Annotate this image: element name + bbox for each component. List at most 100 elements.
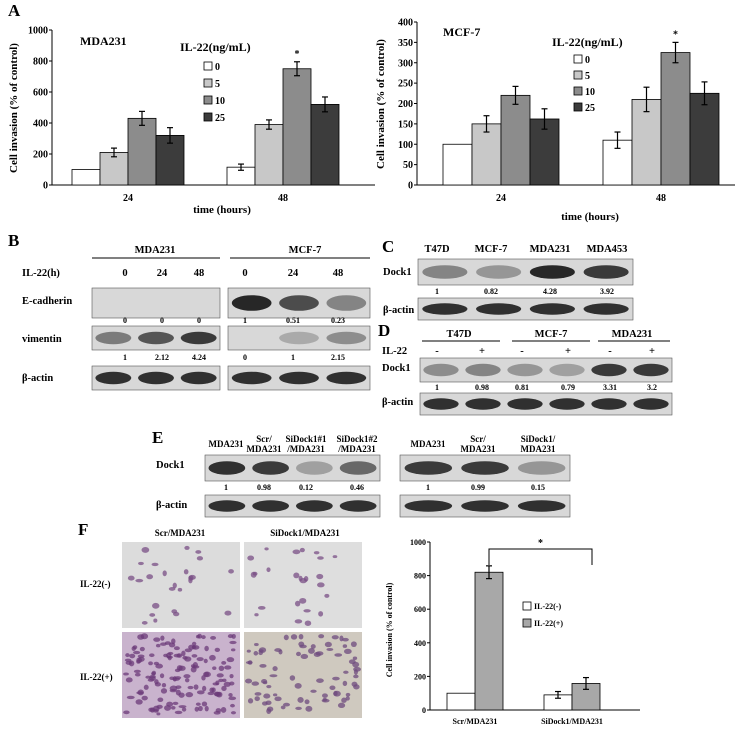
blot-ecadherin-mda231 xyxy=(91,287,221,319)
y-tick-label: 400 xyxy=(398,18,413,29)
stained-cell xyxy=(163,653,169,658)
stained-cell xyxy=(184,545,190,550)
treatment-sign: - xyxy=(435,346,439,357)
stained-cell xyxy=(283,702,290,707)
western-blots xyxy=(417,258,634,321)
blot-band xyxy=(583,303,629,315)
stained-cell xyxy=(228,696,237,701)
panel-label-c: C xyxy=(382,237,394,256)
stained-cell xyxy=(337,702,346,708)
stained-cell xyxy=(322,697,327,702)
blot-band xyxy=(296,461,333,475)
x-tick-label: 48 xyxy=(656,193,666,204)
significance-star: * xyxy=(673,29,678,40)
western-blots xyxy=(204,454,571,518)
stained-cell xyxy=(209,654,216,661)
stained-cell xyxy=(138,561,144,566)
legend-label: 25 xyxy=(215,113,225,124)
y-tick-label: 250 xyxy=(398,79,413,90)
stained-cell xyxy=(201,635,206,640)
cell-line-label: T47D xyxy=(424,244,450,255)
stained-cell xyxy=(191,641,197,646)
bracket xyxy=(488,548,593,565)
stained-cell xyxy=(123,672,129,676)
timepoint-label: 24 xyxy=(157,268,168,279)
dock1-value: 0.46 xyxy=(350,483,364,492)
blot-band xyxy=(326,295,367,311)
x-tick-label: SiDock1/MDA231 xyxy=(541,717,603,726)
dock1-value: 3.31 xyxy=(603,383,617,392)
legend-swatch xyxy=(203,61,213,71)
row-label-dock1: Dock1 xyxy=(383,267,412,278)
cell-line-label: MCF-7 xyxy=(475,244,508,255)
stained-cell xyxy=(135,699,143,705)
bar-24-5 xyxy=(99,152,129,186)
column-title-sidock1: SiDock1/MDA231 xyxy=(270,528,340,538)
y-tick-label: 600 xyxy=(33,88,48,99)
blot-band xyxy=(529,303,575,315)
row-label-beta-actin: β-actin xyxy=(156,500,187,511)
blot-band xyxy=(404,461,453,475)
stained-cell xyxy=(254,692,262,696)
cell-line-labels: T47D MCF-7 MDA231 MDA453 xyxy=(424,244,627,255)
lane-label: Scr/ xyxy=(470,434,486,444)
bar-48-10 xyxy=(282,68,312,186)
stained-cell xyxy=(204,705,209,712)
ecadherin-value: 0 xyxy=(160,316,164,325)
stained-cell xyxy=(185,692,194,698)
blot-band xyxy=(231,295,272,311)
stained-cell xyxy=(293,572,300,579)
stained-cell xyxy=(135,578,144,583)
bar-24-10 xyxy=(500,94,531,186)
y-tick-label: 350 xyxy=(398,38,413,49)
stained-cell xyxy=(160,642,167,646)
treatment-signs: - + - + - + xyxy=(435,346,655,357)
lane-label: Scr/ xyxy=(256,434,272,444)
lane-label: /MDA231 xyxy=(337,444,376,454)
blot-band xyxy=(461,461,509,475)
stained-cell xyxy=(151,562,159,567)
panel-b: B MDA231 MCF-7 IL-22(h) 0 24 48 0 24 48 E-cad… xyxy=(8,231,371,391)
stained-cell xyxy=(210,635,217,640)
chart-dock1-invasion: 0 200 400 600 800 1000 Cell invasion (% of co… xyxy=(385,538,640,726)
stained-cell xyxy=(316,678,324,683)
y-tick-label: 200 xyxy=(33,150,48,161)
stained-cell xyxy=(137,654,145,658)
stained-cell xyxy=(187,685,194,690)
dock1-quantification: 1 0.98 0.12 0.46 1 0.99 0.15 xyxy=(224,483,545,492)
stained-cell xyxy=(196,690,205,695)
stained-cell xyxy=(352,656,358,661)
cell-line-mda231: MDA231 xyxy=(135,245,176,256)
stained-cell xyxy=(173,646,180,651)
stained-cell xyxy=(137,689,144,696)
stained-cell xyxy=(141,546,150,553)
y-tick-label: 1000 xyxy=(28,26,48,37)
stained-cell xyxy=(177,587,183,592)
stained-cell xyxy=(261,701,268,706)
stained-cell xyxy=(161,683,167,688)
stained-cell xyxy=(218,678,224,683)
stained-cell xyxy=(342,680,348,687)
row-label-beta-actin: β-actin xyxy=(383,305,414,316)
stained-cell xyxy=(303,609,311,613)
lane-label: MDA231 xyxy=(461,444,496,454)
stained-cell xyxy=(295,706,302,711)
stained-cell xyxy=(222,678,227,683)
stained-cell xyxy=(168,587,176,591)
legend-label: IL-22(+) xyxy=(534,619,563,628)
stained-cell xyxy=(202,685,207,692)
stained-cell xyxy=(342,637,349,642)
stained-cell xyxy=(196,657,204,662)
stained-cell xyxy=(308,648,315,654)
bar-series xyxy=(446,565,601,711)
row-label-ecadherin: E-cadherin xyxy=(22,296,72,307)
blot-actin xyxy=(417,297,634,321)
bar-48-25 xyxy=(689,92,720,186)
blot-band xyxy=(633,398,669,410)
stained-cell xyxy=(166,655,173,659)
bar-48-5 xyxy=(631,99,662,186)
stained-cell xyxy=(353,669,358,675)
blot-band xyxy=(339,500,377,512)
stained-cell xyxy=(184,678,190,683)
significance-star: * xyxy=(538,538,543,549)
